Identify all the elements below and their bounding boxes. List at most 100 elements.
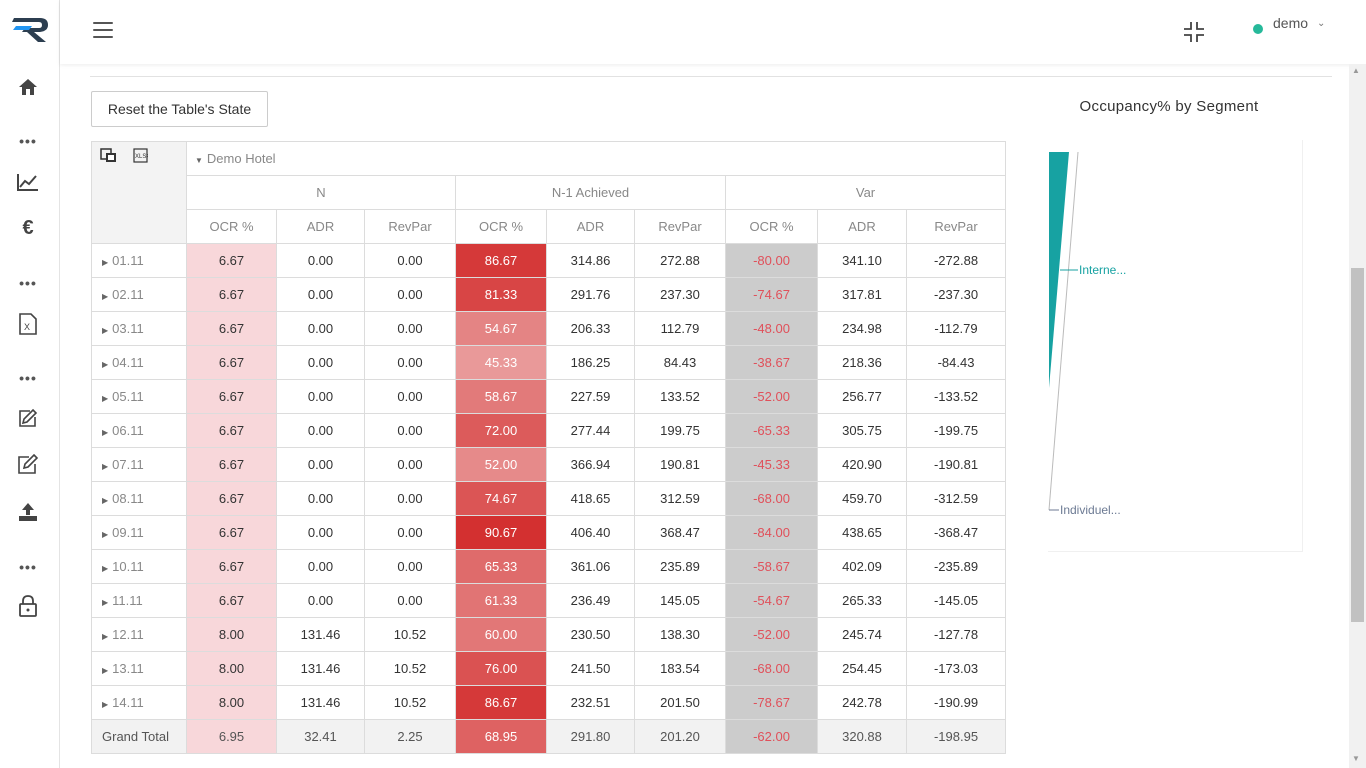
caret-right-icon[interactable]: ▶ [102, 496, 109, 505]
table-row: ▶ 09.11 6.67 0.00 0.00 90.67 406.40 368.47 -84.0… [91, 515, 1006, 550]
table-cell: 6.95 [186, 719, 277, 754]
caret-right-icon[interactable]: ▶ [102, 666, 109, 675]
table-cell: 0.00 [364, 277, 456, 312]
table-cell: 86.67 [455, 685, 547, 720]
compress-screen-icon[interactable] [1182, 20, 1206, 44]
chart-line-icon[interactable] [14, 168, 42, 196]
table-cell: 6.67 [186, 447, 277, 482]
more-dots-icon[interactable]: ••• [19, 559, 37, 575]
copy-table-icon[interactable] [100, 148, 117, 166]
column-header[interactable]: OCR % [455, 209, 547, 244]
table-cell: 438.65 [817, 515, 907, 550]
table-row: ▶ 10.11 6.67 0.00 0.00 65.33 361.06 235.89 -58.6… [91, 549, 1006, 584]
more-dots-icon[interactable]: ••• [19, 275, 37, 291]
group-header-n1: N-1 Achieved [455, 175, 726, 210]
table-row: ▶ 02.11 6.67 0.00 0.00 81.33 291.76 237.30 -74.6… [91, 277, 1006, 312]
more-dots-icon[interactable]: ••• [19, 370, 37, 386]
column-header[interactable]: ADR [546, 209, 635, 244]
row-label[interactable]: ▶ 11.11 [91, 583, 187, 618]
table-cell: 10.52 [364, 651, 456, 686]
table-cell: 459.70 [817, 481, 907, 516]
table-cell: 0.00 [276, 413, 365, 448]
column-header[interactable]: RevPar [906, 209, 1006, 244]
lock-icon[interactable] [14, 592, 42, 620]
chevron-down-icon[interactable]: ⌄ [1317, 18, 1326, 29]
segment-slice-individuel[interactable] [1048, 151, 1079, 511]
scroll-down-arrow-icon[interactable]: ▼ [1352, 754, 1360, 763]
sidebar: ••• € ••• X ••• ••• [0, 0, 60, 768]
row-label[interactable]: ▶ 04.11 [91, 345, 187, 380]
row-label[interactable]: ▶ 08.11 [91, 481, 187, 516]
row-label-text: 02.11 [112, 287, 144, 302]
row-label-text: 05.11 [112, 389, 144, 404]
table-cell: 145.05 [634, 583, 726, 618]
scrollbar-thumb[interactable] [1351, 268, 1364, 622]
reset-table-state-button[interactable]: Reset the Table's State [91, 91, 268, 127]
row-label[interactable]: ▶ 07.11 [91, 447, 187, 482]
table-cell: 236.49 [546, 583, 635, 618]
row-label[interactable]: ▶ 05.11 [91, 379, 187, 414]
caret-down-icon[interactable]: ▼ [195, 156, 203, 165]
caret-right-icon[interactable]: ▶ [102, 462, 109, 471]
export-xlsx-icon[interactable]: XLSX [133, 148, 150, 166]
caret-right-icon[interactable]: ▶ [102, 632, 109, 641]
row-label[interactable]: ▶ 10.11 [91, 549, 187, 584]
column-header[interactable]: ADR [276, 209, 365, 244]
table-cell: 206.33 [546, 311, 635, 346]
column-header[interactable]: RevPar [634, 209, 726, 244]
caret-right-icon[interactable]: ▶ [102, 258, 109, 267]
caret-right-icon[interactable]: ▶ [102, 360, 109, 369]
row-label[interactable]: ▶ 12.11 [91, 617, 187, 652]
column-header[interactable]: RevPar [364, 209, 456, 244]
table-cell: 86.67 [455, 243, 547, 278]
row-label[interactable]: ▶ 06.11 [91, 413, 187, 448]
table-cell: -190.99 [906, 685, 1006, 720]
caret-right-icon[interactable]: ▶ [102, 292, 109, 301]
more-dots-icon[interactable]: ••• [19, 133, 37, 149]
table-cell: -48.00 [725, 311, 818, 346]
table-cell: 0.00 [276, 515, 365, 550]
excel-file-icon[interactable]: X [14, 310, 42, 338]
row-label[interactable]: ▶ 02.11 [91, 277, 187, 312]
app-logo[interactable] [12, 14, 50, 44]
row-label[interactable]: ▶ 13.11 [91, 651, 187, 686]
caret-right-icon[interactable]: ▶ [102, 564, 109, 573]
table-cell: 54.67 [455, 311, 547, 346]
edit-note-icon[interactable] [14, 450, 42, 478]
divider [90, 76, 1332, 77]
caret-right-icon[interactable]: ▶ [102, 326, 109, 335]
column-header[interactable]: OCR % [186, 209, 277, 244]
row-label[interactable]: ▶ 09.11 [91, 515, 187, 550]
caret-right-icon[interactable]: ▶ [102, 394, 109, 403]
caret-right-icon[interactable]: ▶ [102, 598, 109, 607]
hamburger-menu-icon[interactable] [93, 22, 113, 40]
edit-square-icon[interactable] [14, 404, 42, 432]
caret-right-icon[interactable]: ▶ [102, 700, 109, 709]
row-label[interactable]: ▶ 01.11 [91, 243, 187, 278]
caret-right-icon[interactable]: ▶ [102, 530, 109, 539]
table-cell: 0.00 [276, 481, 365, 516]
row-label[interactable]: ▶ 14.11 [91, 685, 187, 720]
scroll-up-arrow-icon[interactable]: ▲ [1352, 66, 1360, 75]
grand-total-label[interactable]: Grand Total [91, 719, 187, 754]
column-header[interactable]: OCR % [725, 209, 818, 244]
home-icon[interactable] [14, 73, 42, 101]
column-header[interactable]: ADR [817, 209, 907, 244]
caret-right-icon[interactable]: ▶ [102, 428, 109, 437]
table-cell: 133.52 [634, 379, 726, 414]
table-cell: -68.00 [725, 651, 818, 686]
table-cell: -145.05 [906, 583, 1006, 618]
user-menu[interactable]: demo [1273, 15, 1309, 31]
row-label[interactable]: ▶ 03.11 [91, 311, 187, 346]
table-cell: 190.81 [634, 447, 726, 482]
euro-icon[interactable]: € [22, 216, 34, 239]
table-cell: 361.06 [546, 549, 635, 584]
hotel-header[interactable]: ▼ Demo Hotel [186, 141, 1006, 176]
table-cell: -235.89 [906, 549, 1006, 584]
segment-slice-internet[interactable] [1049, 152, 1069, 388]
row-label-text: 03.11 [112, 321, 144, 336]
table-cell: 10.52 [364, 685, 456, 720]
table-cell: -80.00 [725, 243, 818, 278]
table-cell: -198.95 [906, 719, 1006, 754]
upload-icon[interactable] [14, 498, 42, 526]
